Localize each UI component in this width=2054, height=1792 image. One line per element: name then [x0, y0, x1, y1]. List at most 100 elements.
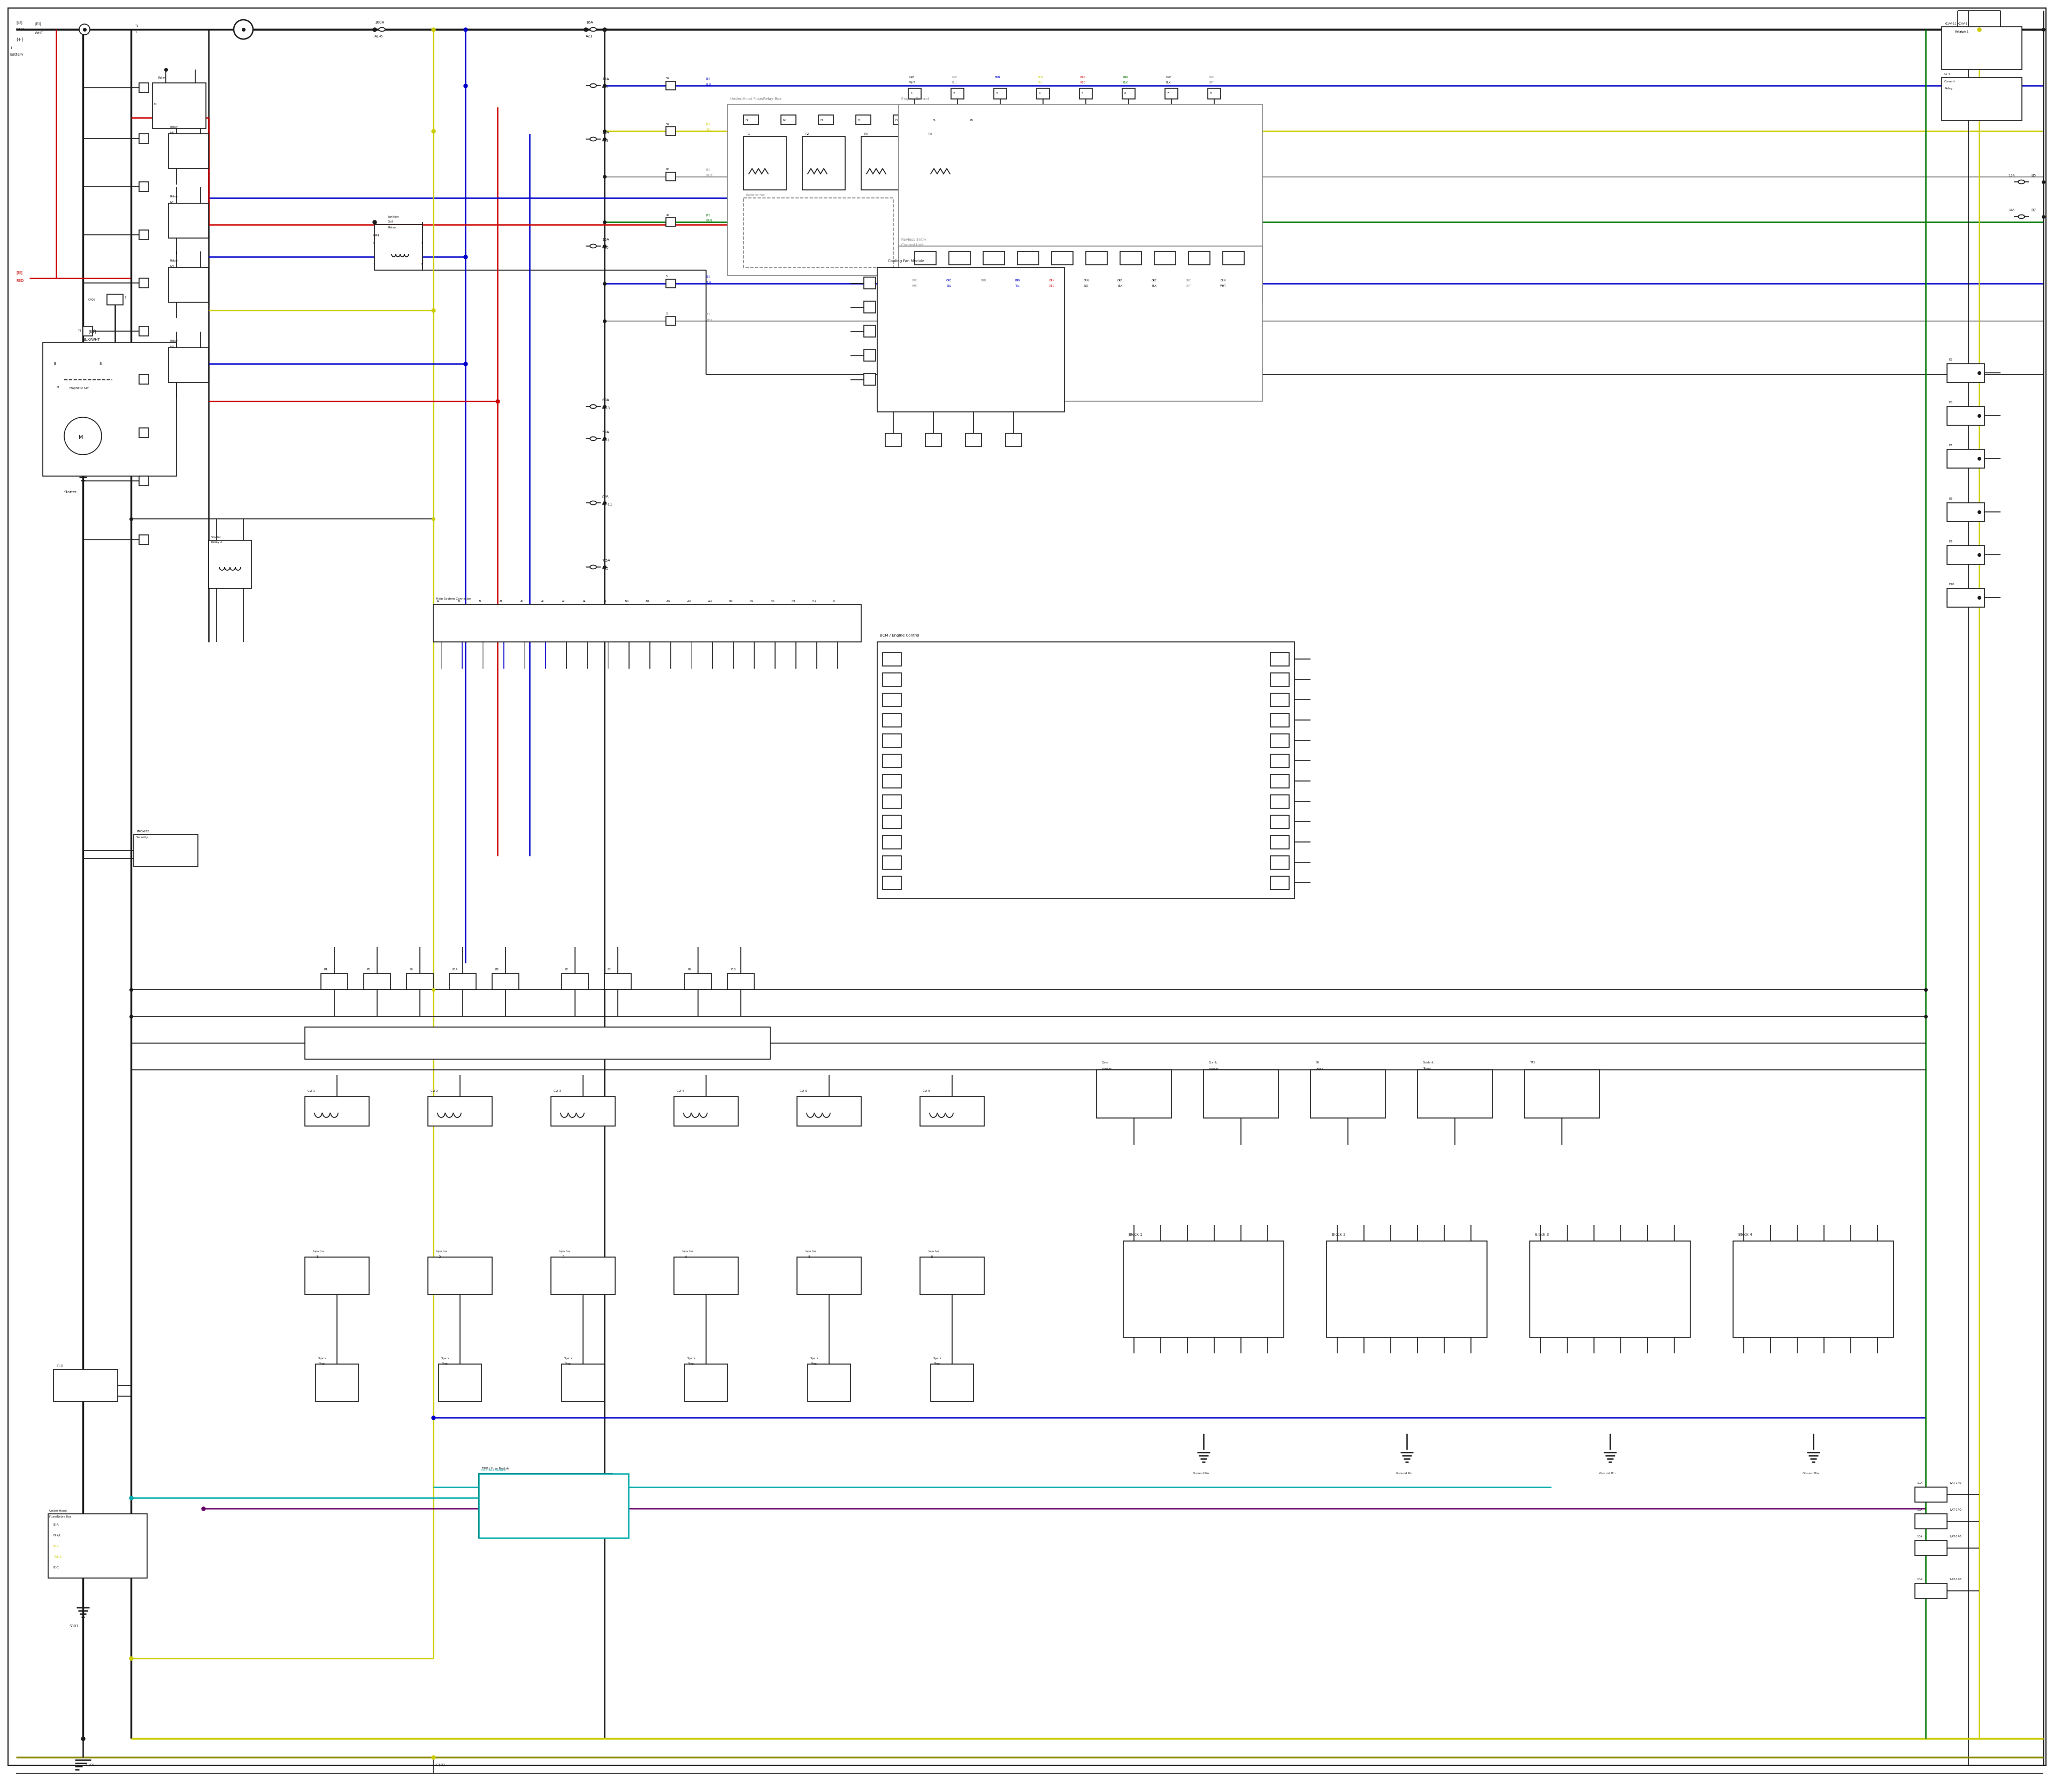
- Text: 7.5A: 7.5A: [602, 559, 610, 563]
- Text: Relay: Relay: [170, 340, 179, 342]
- Text: 66: 66: [665, 168, 670, 170]
- Bar: [107, 294, 123, 305]
- Bar: [665, 280, 676, 289]
- Bar: [914, 251, 937, 265]
- Text: YEL: YEL: [707, 129, 711, 131]
- Bar: [665, 217, 676, 226]
- Bar: [1208, 88, 1220, 99]
- Bar: [744, 197, 893, 267]
- Text: WHT: WHT: [912, 285, 918, 287]
- Bar: [781, 115, 797, 125]
- Bar: [561, 973, 587, 989]
- Bar: [1165, 88, 1177, 99]
- Bar: [140, 477, 148, 486]
- Text: 6: 6: [930, 1256, 933, 1258]
- Text: T4: T4: [78, 330, 82, 332]
- Text: S001: S001: [70, 1625, 80, 1627]
- Text: BLU: BLU: [707, 281, 711, 283]
- Text: E7: E7: [1949, 444, 1951, 446]
- Bar: [479, 1473, 629, 1538]
- Bar: [1914, 1487, 1947, 1502]
- Circle shape: [234, 20, 253, 39]
- Text: A6: A6: [542, 600, 544, 602]
- Bar: [861, 136, 904, 190]
- Text: Relay: Relay: [170, 125, 179, 129]
- Bar: [1269, 713, 1290, 728]
- Bar: [885, 434, 902, 446]
- Bar: [1530, 1242, 1690, 1337]
- Text: 15A: 15A: [2009, 210, 2015, 211]
- Text: 16A: 16A: [585, 22, 594, 23]
- Bar: [1269, 652, 1290, 667]
- Bar: [883, 674, 902, 686]
- Text: KCAV-11: KCAV-11: [1945, 22, 1957, 25]
- Text: A12: A12: [665, 600, 672, 602]
- Text: 7.5A: 7.5A: [2009, 174, 2015, 177]
- Text: BRN: BRN: [1037, 77, 1043, 79]
- Text: P5: P5: [366, 968, 370, 971]
- Text: 60A: 60A: [602, 398, 610, 401]
- Bar: [684, 1364, 727, 1401]
- Bar: [1524, 1070, 1600, 1118]
- Text: Coil: Coil: [388, 220, 392, 224]
- Ellipse shape: [2019, 179, 2025, 185]
- Bar: [1947, 545, 1984, 564]
- Text: [EI]: [EI]: [35, 22, 41, 25]
- Bar: [407, 973, 433, 989]
- Text: Relay 1: Relay 1: [1955, 30, 1966, 34]
- Text: A9: A9: [604, 600, 606, 602]
- Text: BRN: BRN: [1050, 280, 1054, 281]
- Bar: [949, 251, 969, 265]
- Ellipse shape: [589, 405, 596, 409]
- Text: M: M: [78, 435, 82, 441]
- Bar: [1327, 1242, 1487, 1337]
- Ellipse shape: [589, 437, 596, 441]
- Text: BRN: BRN: [994, 77, 1000, 79]
- Text: RED: RED: [16, 280, 25, 283]
- Text: Cooling Fan Module: Cooling Fan Module: [887, 260, 924, 263]
- Text: P4: P4: [325, 968, 327, 971]
- Text: LAT-140: LAT-140: [1949, 1482, 1962, 1484]
- Bar: [604, 973, 631, 989]
- Text: F1: F1: [746, 118, 748, 122]
- Bar: [1269, 876, 1290, 889]
- Bar: [674, 1097, 737, 1125]
- Bar: [984, 251, 1004, 265]
- Text: BLK: BLK: [1167, 82, 1171, 84]
- Text: F12: F12: [750, 600, 754, 602]
- Text: TEL: TEL: [1015, 285, 1019, 287]
- Bar: [1269, 835, 1290, 849]
- Bar: [316, 1364, 357, 1401]
- Text: Under Hood: Under Hood: [49, 1509, 66, 1512]
- Text: BLU: BLU: [707, 82, 711, 86]
- Bar: [304, 1027, 770, 1059]
- Text: P6: P6: [409, 968, 413, 971]
- Circle shape: [80, 23, 90, 34]
- Text: B: B: [53, 362, 55, 366]
- Text: [E]: [E]: [707, 77, 711, 81]
- Bar: [450, 973, 477, 989]
- Bar: [665, 127, 676, 136]
- Bar: [140, 181, 148, 192]
- Text: Plug: Plug: [565, 1362, 571, 1366]
- Circle shape: [64, 418, 101, 455]
- Bar: [1914, 1541, 1947, 1555]
- Text: BLK: BLK: [1152, 285, 1156, 287]
- Bar: [1734, 1242, 1894, 1337]
- Text: RED: RED: [1050, 285, 1054, 287]
- Text: G101: G101: [86, 1763, 97, 1767]
- Text: BLK: BLK: [1082, 285, 1089, 287]
- Text: Main System Connector: Main System Connector: [435, 599, 470, 600]
- Text: Security: Security: [136, 835, 148, 839]
- Text: E5: E5: [1949, 358, 1951, 360]
- Bar: [1269, 815, 1290, 828]
- Text: E8: E8: [1949, 496, 1951, 500]
- Text: ORE: ORE: [910, 77, 914, 79]
- Text: F10: F10: [729, 600, 733, 602]
- Bar: [883, 652, 902, 667]
- Text: P2: P2: [565, 968, 567, 971]
- Text: [EJ]: [EJ]: [16, 271, 23, 274]
- Text: F4: F4: [896, 118, 898, 122]
- Text: BLK/WHT: BLK/WHT: [82, 339, 101, 340]
- Text: A11: A11: [645, 600, 649, 602]
